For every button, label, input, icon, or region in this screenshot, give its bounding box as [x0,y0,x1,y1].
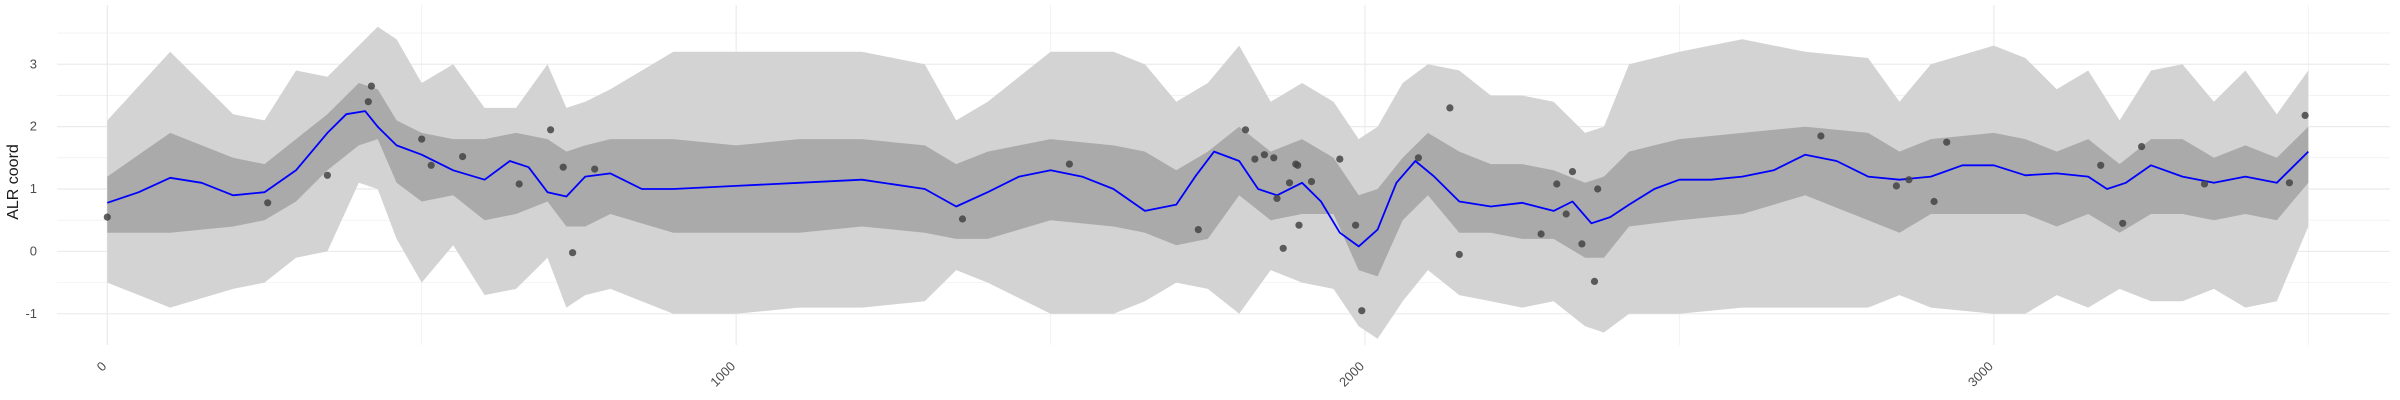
y-tick-label: 2 [30,119,37,134]
data-point [1352,221,1360,229]
data-point [1294,161,1302,169]
data-point [559,163,567,171]
data-point [1358,307,1366,315]
x-tick-label: 1000 [707,359,738,390]
data-point [1537,230,1545,238]
data-point [103,213,111,221]
data-point [1892,182,1900,190]
data-point [1273,194,1281,202]
inner-credible-band [107,83,2309,277]
data-point [1455,250,1463,259]
data-point [364,98,372,106]
data-point [958,215,967,223]
data-point [1817,132,1825,140]
data-point [1065,160,1073,168]
data-point [1285,179,1294,187]
data-point [1590,277,1599,285]
data-point [2138,143,2146,151]
x-tick-label: 3000 [1965,359,1996,390]
data-point [591,165,599,173]
y-tick-label: 3 [30,56,37,71]
x-tick-label: 2000 [1336,359,1367,390]
inner-band-layer [107,83,2309,277]
data-point [1336,155,1344,163]
y-tick-labels: -1 0 1 2 3 [25,56,37,321]
data-point [1578,240,1586,248]
data-point [1194,226,1202,234]
data-point [1930,197,1938,206]
data-point [1260,151,1268,159]
x-tick-labels: 0 1000 2000 3000 [94,359,1996,390]
data-point [1270,154,1278,162]
y-tick-label: -1 [25,306,37,321]
data-point [2097,161,2105,169]
data-point [1594,185,1602,193]
y-tick-label: 0 [30,243,37,258]
data-point [1446,104,1454,112]
data-point [459,153,467,161]
data-point [2200,180,2209,188]
x-tick-label: 0 [94,359,110,375]
data-point [1553,180,1561,188]
y-axis-title: ALR coord [5,144,22,220]
data-point [1251,155,1259,163]
data-point [1943,138,1951,146]
y-tick-label: 1 [30,181,37,196]
data-point [418,135,426,143]
data-point [264,199,272,207]
data-point [367,82,375,90]
data-point [1414,154,1422,162]
data-point [323,171,331,179]
data-point [2301,111,2309,119]
data-point [2285,179,2293,187]
data-point [1279,244,1287,252]
data-point [427,161,435,169]
data-point [1307,178,1316,186]
data-point [1295,221,1303,229]
data-point [1241,126,1250,134]
data-point [515,180,523,188]
points-layer [103,82,2309,315]
data-point [1568,168,1577,176]
data-point [1905,176,1913,184]
data-point [547,126,555,134]
data-point [1562,210,1570,218]
data-point [569,249,577,257]
data-point [2119,219,2127,227]
